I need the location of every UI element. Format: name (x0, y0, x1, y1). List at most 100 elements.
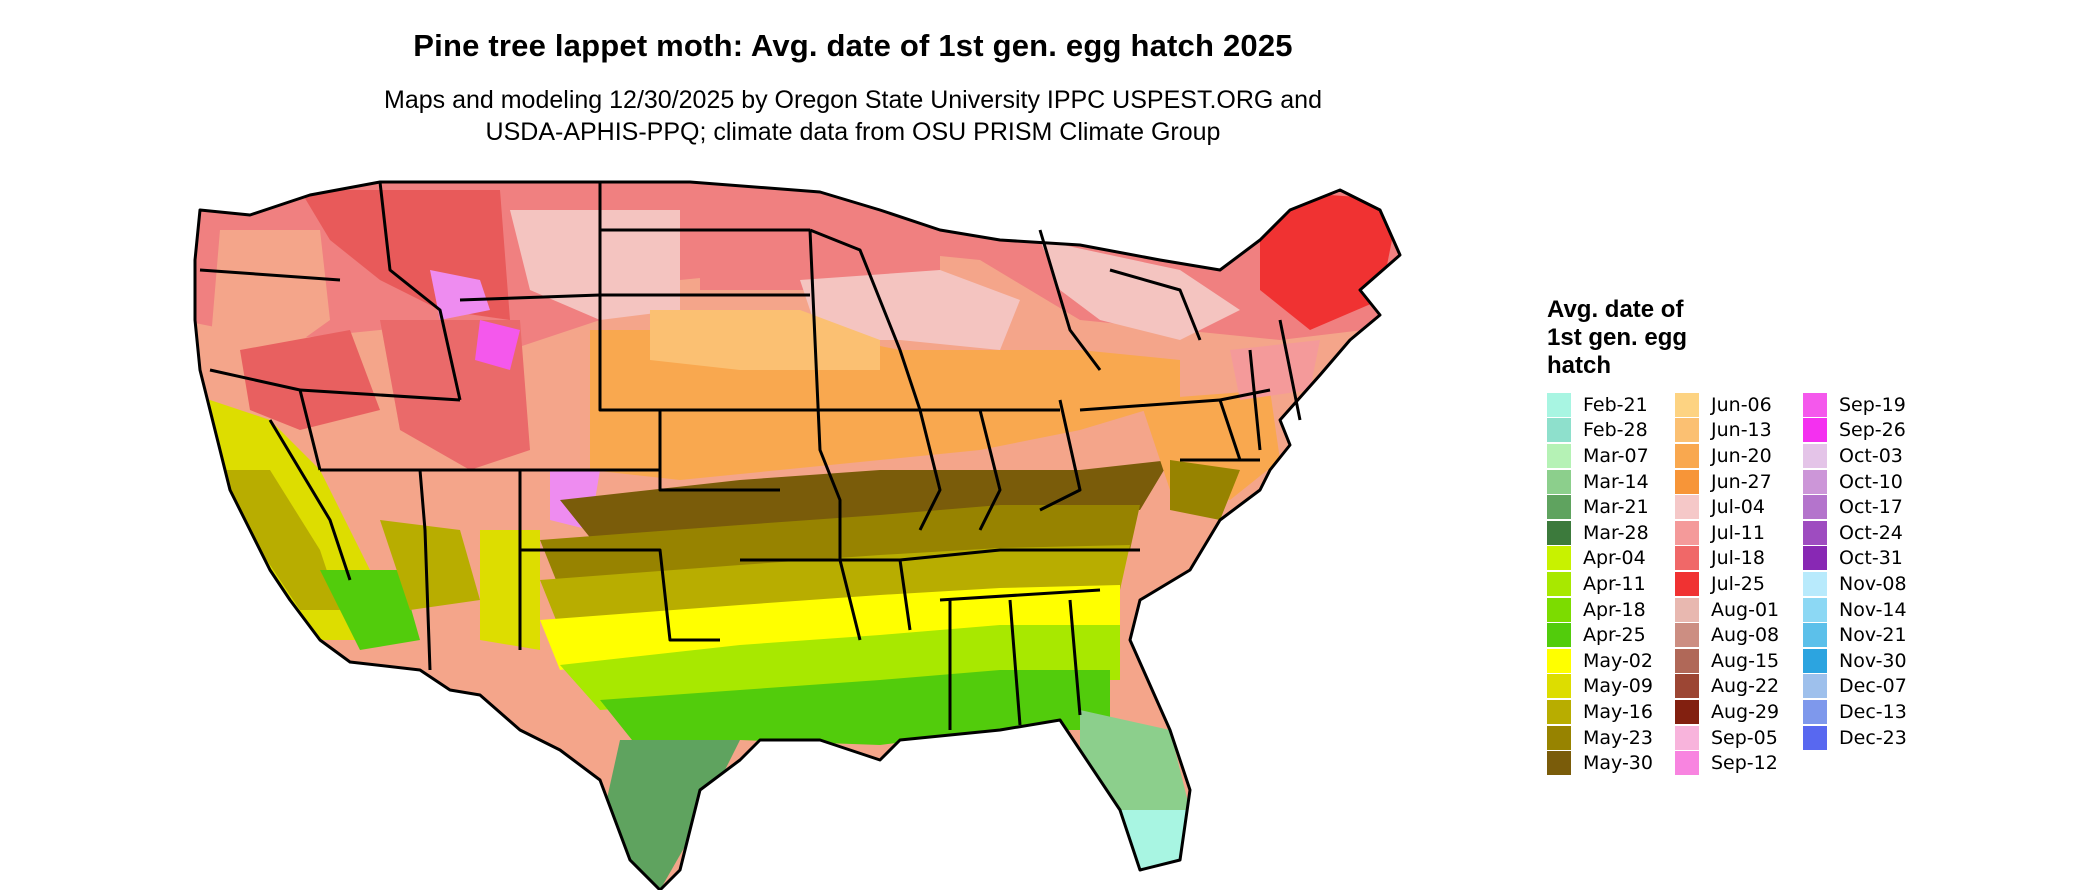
legend-item: Nov-08 (1803, 571, 1931, 597)
legend-item: Jul-11 (1675, 520, 1803, 546)
legend-swatch (1675, 751, 1699, 776)
legend-swatch (1547, 418, 1571, 443)
legend-label: Nov-21 (1839, 624, 1907, 647)
legend-swatch (1547, 674, 1571, 699)
legend-swatch (1803, 648, 1827, 673)
legend-item: May-09 (1547, 674, 1675, 700)
state-borders (193, 180, 1402, 890)
legend-item: Jul-25 (1675, 571, 1803, 597)
legend-swatch (1547, 623, 1571, 648)
legend-label: Mar-21 (1583, 496, 1649, 519)
legend-label: Jul-04 (1711, 496, 1765, 519)
legend-swatch (1675, 725, 1699, 750)
legend-label: Mar-28 (1583, 521, 1649, 544)
legend-swatch (1547, 699, 1571, 724)
legend-column: Sep-19 Sep-26 Oct-03 Oct-10 Oct-17 Oct-24 Oct-… (1803, 392, 1931, 776)
legend-item: Jun-27 (1675, 469, 1803, 495)
legend-swatch (1675, 623, 1699, 648)
map-color-bands (195, 182, 1400, 890)
legend-item: May-02 (1547, 648, 1675, 674)
legend-swatch (1675, 392, 1699, 417)
legend-item: Dec-13 (1803, 699, 1931, 725)
legend-item: May-30 (1547, 750, 1675, 776)
legend-label: Oct-31 (1839, 547, 1903, 570)
legend-item: Oct-17 (1803, 494, 1931, 520)
legend-label: Mar-07 (1583, 444, 1649, 467)
legend-label: Apr-11 (1583, 572, 1646, 595)
legend-column: Feb-21 Feb-28 Mar-07 Mar-14 Mar-21 Mar-28 Apr-… (1547, 392, 1675, 776)
legend-item: Jul-04 (1675, 494, 1803, 520)
legend-item: Sep-19 (1803, 392, 1931, 418)
legend-label: Sep-26 (1839, 419, 1906, 442)
legend: Avg. date of 1st gen. egg hatch Feb-21 Fe… (1547, 296, 1967, 776)
legend-item: Nov-21 (1803, 622, 1931, 648)
legend-item: Apr-11 (1547, 571, 1675, 597)
legend-item: May-16 (1547, 699, 1675, 725)
legend-swatch (1675, 597, 1699, 622)
legend-item: May-23 (1547, 725, 1675, 751)
legend-label: Jun-20 (1711, 444, 1772, 467)
legend-item: Aug-29 (1675, 699, 1803, 725)
legend-item: Oct-03 (1803, 443, 1931, 469)
us-phenology-map (180, 170, 1530, 890)
legend-swatch (1803, 699, 1827, 724)
legend-item: Aug-01 (1675, 597, 1803, 623)
legend-swatch (1675, 546, 1699, 571)
legend-item: Feb-21 (1547, 392, 1675, 418)
legend-item: Aug-08 (1675, 622, 1803, 648)
legend-item: Apr-04 (1547, 546, 1675, 572)
legend-item: Jun-13 (1675, 418, 1803, 444)
legend-swatch (1803, 469, 1827, 494)
legend-label: Feb-21 (1583, 393, 1648, 416)
legend-swatch (1675, 674, 1699, 699)
legend-label: Oct-03 (1839, 444, 1903, 467)
legend-swatch (1547, 571, 1571, 596)
legend-label: Apr-18 (1583, 598, 1646, 621)
map-subtitle: Maps and modeling 12/30/2025 by Oregon S… (0, 84, 1706, 148)
legend-label: Jul-18 (1711, 547, 1765, 570)
map-title: Pine tree lappet moth: Avg. date of 1st … (413, 28, 1293, 63)
legend-swatch (1547, 725, 1571, 750)
legend-label: Dec-07 (1839, 675, 1907, 698)
legend-item: Apr-18 (1547, 597, 1675, 623)
legend-item: Aug-15 (1675, 648, 1803, 674)
legend-swatch (1675, 699, 1699, 724)
legend-label: May-02 (1583, 649, 1653, 672)
legend-swatch (1547, 546, 1571, 571)
legend-item: Nov-14 (1803, 597, 1931, 623)
legend-swatch (1803, 392, 1827, 417)
legend-swatch (1803, 443, 1827, 468)
legend-label: Jun-27 (1711, 470, 1772, 493)
legend-label: Jul-11 (1711, 521, 1765, 544)
legend-label: Dec-23 (1839, 726, 1907, 749)
legend-item: Apr-25 (1547, 622, 1675, 648)
legend-label: Jun-06 (1711, 393, 1772, 416)
legend-swatch (1803, 418, 1827, 443)
legend-label: Aug-29 (1711, 700, 1780, 723)
legend-swatch (1547, 443, 1571, 468)
legend-label: Dec-13 (1839, 700, 1907, 723)
legend-label: Aug-22 (1711, 675, 1780, 698)
legend-swatch (1803, 623, 1827, 648)
legend-item: Jun-06 (1675, 392, 1803, 418)
legend-swatch (1547, 597, 1571, 622)
legend-item: Oct-24 (1803, 520, 1931, 546)
legend-swatch (1803, 725, 1827, 750)
legend-title: Avg. date of 1st gen. egg hatch (1547, 296, 1688, 379)
legend-label: Oct-24 (1839, 521, 1903, 544)
legend-label: Nov-30 (1839, 649, 1907, 672)
legend-item: Feb-28 (1547, 418, 1675, 444)
legend-label: Oct-17 (1839, 496, 1903, 519)
legend-swatch (1675, 418, 1699, 443)
legend-item: Jun-20 (1675, 443, 1803, 469)
legend-label: Nov-08 (1839, 572, 1907, 595)
legend-label: Apr-04 (1583, 547, 1646, 570)
legend-item: Nov-30 (1803, 648, 1931, 674)
legend-swatch (1547, 495, 1571, 520)
legend-label: Oct-10 (1839, 470, 1903, 493)
legend-swatch (1675, 648, 1699, 673)
legend-item: Mar-07 (1547, 443, 1675, 469)
legend-label: Jun-13 (1711, 419, 1772, 442)
legend-swatch (1547, 469, 1571, 494)
legend-label: May-23 (1583, 726, 1653, 749)
